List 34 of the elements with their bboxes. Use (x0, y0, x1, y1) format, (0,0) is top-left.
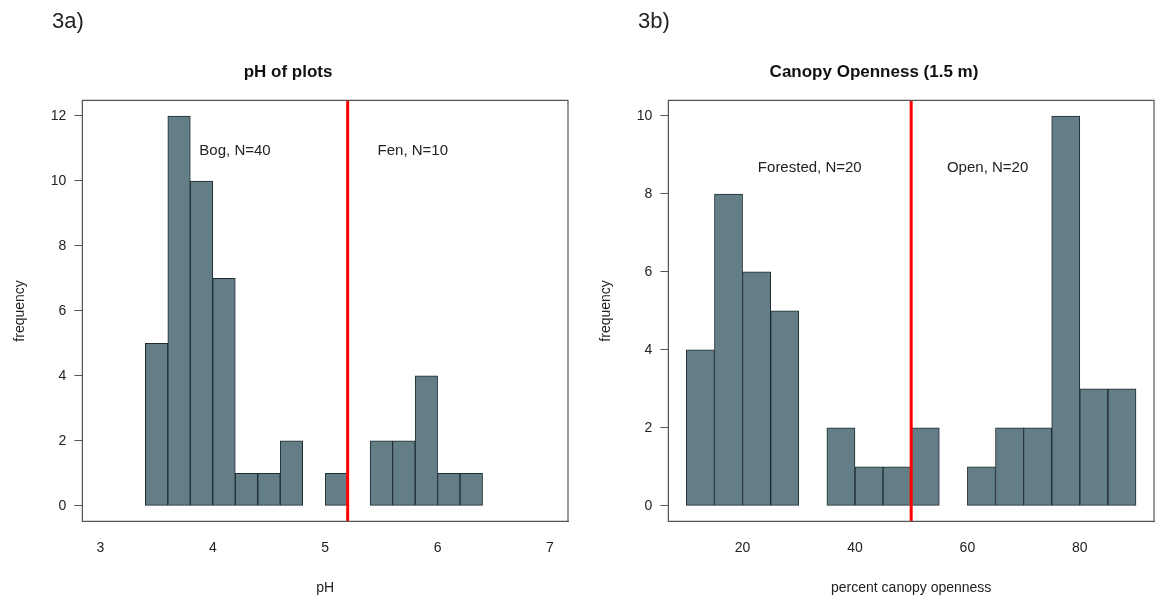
x-tick-label: 3 (96, 538, 105, 555)
y-tick-label: 2 (644, 418, 653, 435)
y-tick-label: 10 (50, 171, 67, 188)
annotation: Forested, N=20 (757, 157, 862, 175)
y-tick-label: 0 (644, 496, 653, 513)
text: 3a) (52, 8, 84, 34)
y-tick-label: 4 (644, 340, 653, 357)
y-tick-label: 6 (644, 262, 653, 279)
x-tick-label: 6 (433, 538, 442, 555)
annotation: Bog, N=40 (199, 141, 271, 159)
text: 3b) (638, 8, 670, 34)
y-tick-label: 10 (636, 106, 653, 123)
chart-title: pH of plots (243, 61, 333, 81)
x-tick-label: 5 (321, 538, 330, 555)
y-tick-label: 0 (58, 496, 67, 513)
y-axis-title: frequency (597, 280, 614, 342)
x-tick-label: 80 (1072, 538, 1088, 555)
x-tick-label: 4 (208, 538, 217, 555)
x-tick-label: 20 (734, 538, 751, 555)
y-tick-label: 2 (58, 431, 67, 448)
annotation: Fen, N=10 (377, 141, 449, 159)
x-axis-title: percent canopy openness (831, 579, 992, 596)
y-tick-label: 8 (644, 184, 653, 201)
y-tick-label: 6 (58, 301, 67, 318)
x-tick-label: 7 (546, 538, 555, 555)
x-tick-label: 40 (847, 538, 863, 555)
annotation: Open, N=20 (946, 157, 1029, 175)
y-axis-title: frequency (11, 280, 28, 342)
y-tick-label: 4 (58, 366, 67, 383)
y-tick-label: 12 (50, 106, 67, 123)
x-tick-label: 60 (959, 538, 976, 555)
x-axis-title: pH (316, 579, 335, 596)
y-tick-label: 8 (58, 236, 67, 253)
chart-title: Canopy Openness (1.5 m) (769, 61, 979, 81)
